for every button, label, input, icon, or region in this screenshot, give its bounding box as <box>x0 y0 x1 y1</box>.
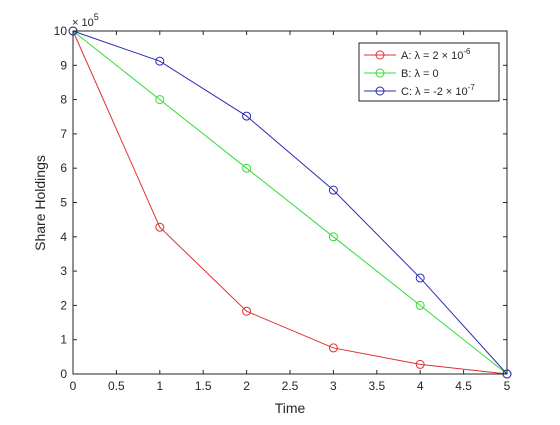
series-line-2 <box>72 30 508 375</box>
y-tick-label: 4 <box>60 230 67 244</box>
legend: A: λ = 2 × 10-6 B: λ = 0 C: λ = -2 × 10-7 <box>358 42 500 102</box>
x-tick-label: 4.5 <box>455 379 472 393</box>
series-layer <box>68 26 512 379</box>
data-point <box>242 163 252 173</box>
x-tick-label: 3 <box>330 379 337 393</box>
y-axis-label: Share Holdings <box>32 155 48 251</box>
legend-label: B: λ = 0 <box>401 68 439 80</box>
y-tick-label: 0 <box>60 367 67 381</box>
y-exponent-label: × 105 <box>72 12 99 29</box>
y-tick-label: 3 <box>60 264 67 278</box>
legend-label: C: λ = -2 × 10-7 <box>401 83 475 98</box>
data-point <box>415 300 425 310</box>
data-point <box>155 95 165 105</box>
x-tick-label: 5 <box>504 379 511 393</box>
x-axis-label: Time <box>275 400 306 416</box>
x-tick-label: 4 <box>417 379 424 393</box>
y-tick-label: 9 <box>60 58 67 72</box>
legend-label: A: λ = 2 × 10-6 <box>401 47 471 62</box>
x-tick-label: 2 <box>243 379 250 393</box>
y-tick-label: 7 <box>60 127 67 141</box>
data-point <box>155 56 165 66</box>
x-tick-label: 2.5 <box>282 379 299 393</box>
data-point <box>242 111 252 121</box>
data-point <box>415 273 425 283</box>
data-point <box>328 343 338 353</box>
tick-layer: 0 0.5 1 1.5 2 2.5 3 3.5 4 4.5 5 0 1 2 3 4 5 6 7 8 9 10 <box>54 24 511 393</box>
x-tick-label: 1.5 <box>195 379 212 393</box>
y-tick-label: 1 <box>60 333 67 347</box>
y-tick-label: 10 <box>54 24 68 38</box>
legend-marker <box>375 86 385 96</box>
x-tick-label: 0.5 <box>108 379 125 393</box>
data-point <box>328 185 338 195</box>
data-point <box>328 232 338 242</box>
legend-marker <box>375 50 385 60</box>
y-tick-label: 8 <box>60 93 67 107</box>
y-tick-label: 6 <box>60 161 67 175</box>
data-point <box>242 306 252 316</box>
y-exponent-power: 5 <box>94 12 99 22</box>
x-tick-label: 0 <box>70 379 77 393</box>
data-point <box>155 222 165 232</box>
series-line-1 <box>72 30 508 375</box>
legend-label-exponent: -7 <box>468 83 476 92</box>
data-point <box>415 359 425 369</box>
legend-items: A: λ = 2 × 10-6 B: λ = 0 C: λ = -2 × 10-7 <box>364 47 475 98</box>
legend-label-exponent: -6 <box>463 47 471 56</box>
y-tick-label: 2 <box>60 298 67 312</box>
legend-marker <box>375 68 385 78</box>
series-line-3 <box>72 30 508 375</box>
x-tick-label: 1 <box>156 379 163 393</box>
x-tick-label: 3.5 <box>368 379 385 393</box>
y-tick-label: 5 <box>60 196 67 210</box>
